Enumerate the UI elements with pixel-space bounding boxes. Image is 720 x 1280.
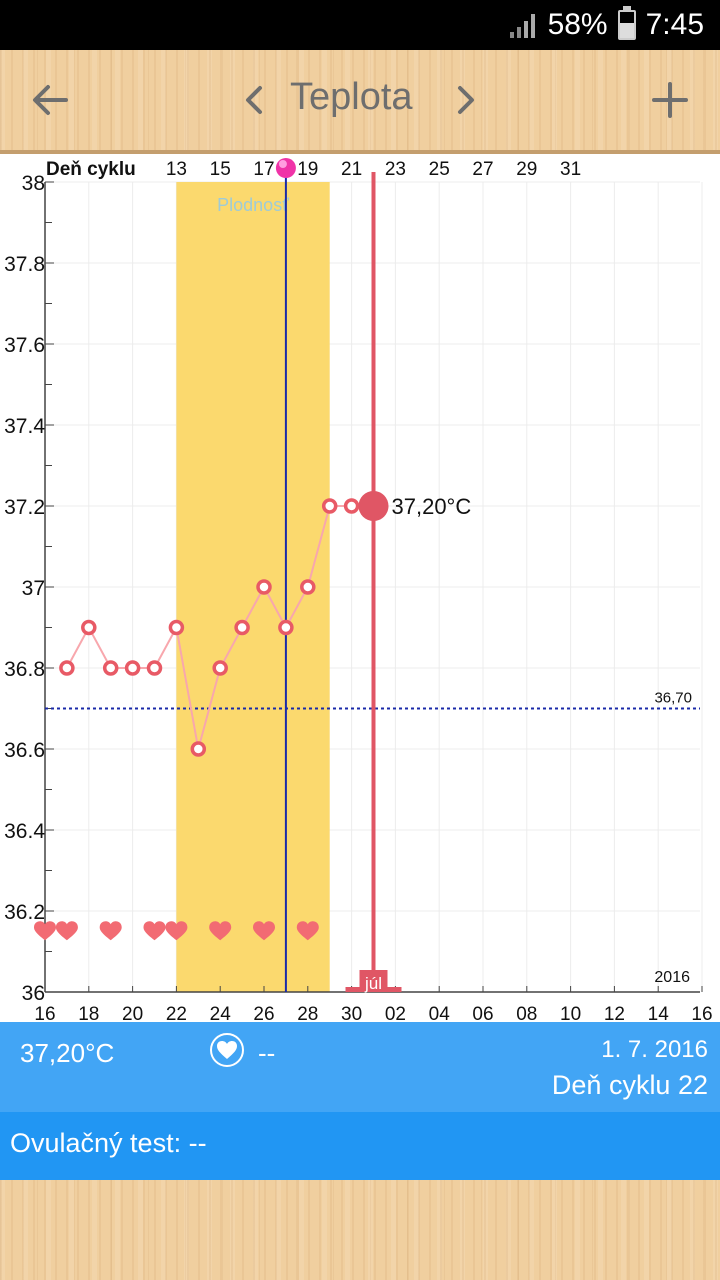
selected-temperature: 37,20°C: [20, 1038, 115, 1068]
temperature-point[interactable]: [81, 619, 97, 636]
date-tick-label: 22: [166, 1004, 187, 1022]
selected-date: 1. 7. 2016: [601, 1036, 708, 1063]
date-tick-label: 18: [78, 1004, 99, 1022]
date-tick-label: 12: [604, 1004, 625, 1022]
temperature-point[interactable]: [124, 660, 141, 676]
cycle-day-tick-label: 31: [560, 159, 581, 180]
selected-temperature-point[interactable]: [358, 491, 389, 521]
temperature-chart[interactable]: Plodnosť 38 37.8 37.6 37.4 37.2 37 36.8 36.6 36.4…: [0, 154, 720, 1022]
temperature-point[interactable]: [321, 498, 338, 514]
y-tick-label: 37.2: [4, 496, 45, 519]
cycle-day-tick-label: 29: [516, 159, 537, 180]
ovulation-marker: [275, 158, 296, 178]
temperature-point[interactable]: [212, 660, 228, 676]
date-tick-label: 20: [122, 1004, 143, 1022]
battery-percent: 58%: [547, 8, 608, 41]
chevron-left-icon[interactable]: [240, 84, 268, 116]
coverline-label: 36,70: [654, 690, 692, 707]
app-bar: Teplota: [0, 50, 720, 154]
date-tick-label: 16: [34, 1004, 55, 1022]
add-icon[interactable]: [650, 80, 690, 120]
chart-canvas[interactable]: Plodnosť 38 37.8 37.6 37.4 37.2 37 36.8 36.6 36.4…: [0, 154, 720, 1022]
date-tick-label: 16: [691, 1004, 712, 1022]
temperature-point[interactable]: [102, 660, 119, 676]
date-tick-label: 24: [210, 1004, 232, 1022]
date-tick-label: 06: [472, 1004, 493, 1022]
page-title: Teplota: [290, 76, 413, 118]
date-tick-label: 30: [341, 1004, 362, 1022]
intercourse-heart-icon: [296, 921, 319, 941]
clock: 7:45: [645, 8, 704, 41]
top-axis-label: Deň cyklu: [46, 159, 136, 180]
temperature-point[interactable]: [168, 619, 185, 636]
temperature-point[interactable]: [256, 579, 272, 595]
date-tick-label: 10: [560, 1004, 581, 1022]
temperature-point[interactable]: [59, 660, 75, 676]
status-bar: 58% 7:45: [0, 0, 720, 50]
heart-icon: [210, 1033, 244, 1067]
ovulation-test-label: Ovulačný test: --: [10, 1128, 207, 1158]
intercourse-value: --: [258, 1038, 276, 1068]
back-arrow-icon[interactable]: [30, 80, 70, 120]
y-tick-label: 36.8: [4, 658, 45, 681]
date-tick-label: 08: [516, 1004, 537, 1022]
date-tick-label: 04: [429, 1004, 451, 1022]
fertile-label: Plodnosť: [217, 195, 289, 215]
temperature-point[interactable]: [343, 498, 360, 514]
temperature-point[interactable]: [190, 741, 207, 757]
temperature-point[interactable]: [278, 619, 294, 636]
intercourse-heart-icon: [253, 921, 275, 941]
month-marker: [359, 970, 388, 992]
intercourse-heart-icon: [143, 921, 166, 941]
temperature-point[interactable]: [234, 619, 250, 636]
y-tick-label: 36.6: [4, 739, 45, 762]
cycle-day-tick-label: 21: [341, 159, 362, 180]
date-tick-label: 26: [253, 1004, 274, 1022]
ovulation-test-panel[interactable]: Ovulačný test: --: [0, 1112, 720, 1180]
cycle-day-tick-label: 23: [385, 159, 406, 180]
selected-temperature-label: 37,20°C: [392, 494, 472, 519]
cycle-day-tick-label: 15: [210, 159, 231, 180]
info-panel: 37,20°C -- 1. 7. 2016 Deň cyklu 22: [0, 1022, 720, 1112]
year-label: 2016: [654, 969, 690, 986]
y-tick-label: 36.4: [4, 820, 45, 843]
temperature-point[interactable]: [300, 579, 316, 595]
cycle-day-tick-label: 13: [166, 159, 187, 180]
intercourse-heart-icon: [165, 921, 188, 941]
month-label: júl: [364, 974, 382, 993]
date-tick-label: 02: [385, 1004, 406, 1022]
cycle-day: Deň cyklu 22: [551, 1070, 708, 1100]
intercourse-heart-icon: [34, 921, 56, 941]
bottom-background: [0, 1180, 720, 1280]
y-tick-label: 37.8: [4, 253, 45, 276]
cycle-day-tick-label: 17: [253, 159, 274, 180]
y-tick-label: 37.6: [4, 334, 45, 357]
cycle-day-tick-label: 19: [297, 159, 318, 180]
date-tick-label: 14: [648, 1004, 670, 1022]
intercourse-heart-icon: [99, 921, 122, 941]
y-tick-label: 38: [22, 172, 45, 195]
signal-icon: [509, 14, 535, 38]
y-tick-label: 36: [22, 982, 45, 1005]
cycle-day-tick-label: 27: [472, 159, 493, 180]
cycle-day-tick-label: 25: [429, 159, 450, 180]
intercourse-heart-icon: [209, 921, 232, 941]
y-tick-label: 37: [22, 577, 45, 600]
battery-icon: [617, 6, 636, 40]
chevron-right-icon[interactable]: [452, 84, 480, 116]
temperature-point[interactable]: [146, 660, 163, 676]
y-tick-label: 37.4: [4, 415, 45, 438]
date-tick-label: 28: [297, 1004, 318, 1022]
intercourse-heart-icon: [55, 921, 78, 941]
y-tick-label: 36.2: [4, 901, 45, 924]
ovulation-marker-highlight: [278, 160, 287, 168]
